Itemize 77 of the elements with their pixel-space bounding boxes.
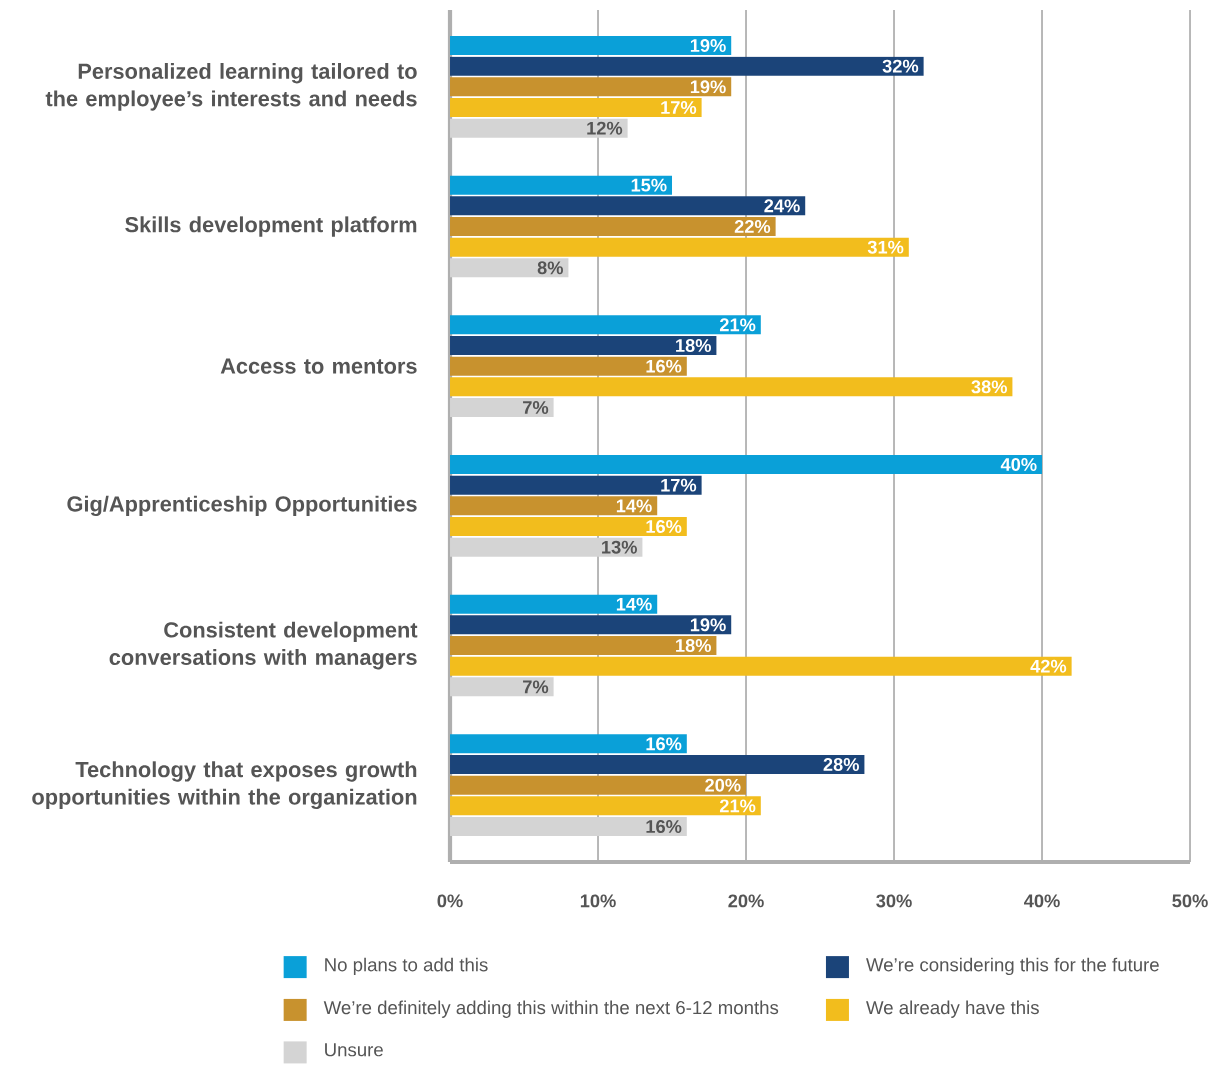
y-tick-label: Consistent development conversations with managers xyxy=(109,621,418,670)
data-label: 16% xyxy=(646,520,682,533)
bar xyxy=(450,454,1043,475)
x-tick-label: 40% xyxy=(1024,894,1060,908)
x-tick-label: 50% xyxy=(1172,894,1208,908)
legend-label: We’re considering this for the future xyxy=(866,957,1159,976)
data-label: 28% xyxy=(823,758,859,771)
bar xyxy=(450,475,702,495)
data-label: 22% xyxy=(734,220,771,233)
data-label: 31% xyxy=(867,240,904,254)
x-tick-label: 20% xyxy=(728,894,764,908)
data-label: 14% xyxy=(616,597,652,611)
bar xyxy=(450,335,717,355)
data-label: 14% xyxy=(616,499,652,513)
y-tick-label: Skills development platform xyxy=(125,216,417,237)
data-label: 17% xyxy=(661,478,697,492)
bar xyxy=(450,97,702,117)
data-label: 20% xyxy=(705,778,741,792)
bar xyxy=(450,175,673,195)
bar xyxy=(450,817,687,837)
legend-label: Unsure xyxy=(325,1043,383,1057)
data-label: 42% xyxy=(1030,659,1067,673)
data-label: 7% xyxy=(523,401,549,414)
bar xyxy=(450,656,1072,676)
bar xyxy=(450,118,628,138)
y-tick-label: Gig/Apprenticeship Opportunities xyxy=(67,495,417,517)
data-label: 13% xyxy=(602,540,637,554)
legend-label: No plans to add this xyxy=(325,957,488,976)
x-tick-label: 0% xyxy=(437,894,463,908)
data-label: 19% xyxy=(690,618,726,632)
bar xyxy=(450,315,761,335)
bar xyxy=(450,216,776,236)
bar xyxy=(450,496,658,516)
data-label: 24% xyxy=(764,199,800,213)
legend-label: We already have this xyxy=(866,1000,1039,1018)
data-label: 15% xyxy=(631,178,667,192)
bar xyxy=(450,755,865,775)
bar xyxy=(450,377,1013,397)
x-tick-label: 30% xyxy=(876,894,912,908)
data-label: 12% xyxy=(587,121,623,135)
data-label: 19% xyxy=(690,38,726,52)
x-tick-label: 10% xyxy=(580,894,616,908)
bar xyxy=(450,398,554,418)
y-tick-label: Access to mentors xyxy=(220,358,417,374)
data-label: 16% xyxy=(646,820,682,833)
bar xyxy=(450,196,806,216)
data-label: 17% xyxy=(661,101,697,114)
bar xyxy=(450,734,687,754)
data-label: 40% xyxy=(1000,458,1037,471)
bar xyxy=(450,356,687,376)
y-tick-label: Technology that exposes growth opportunities within the organization xyxy=(32,761,417,810)
bar xyxy=(450,677,554,697)
bar xyxy=(450,237,909,257)
data-label: 32% xyxy=(882,59,919,73)
bar xyxy=(450,796,761,816)
data-label: 16% xyxy=(646,359,682,373)
legend-label: We’re definitely adding this within the next 6-12 months xyxy=(323,1000,779,1018)
bar xyxy=(450,56,924,76)
bar xyxy=(450,258,569,278)
bar xyxy=(450,594,658,614)
data-label: 7% xyxy=(523,680,549,694)
y-tick-label: Personalized learning tailored to the employee’s interests and needs xyxy=(45,62,417,111)
bar xyxy=(450,615,732,635)
data-label: 18% xyxy=(676,339,711,352)
bar xyxy=(450,517,687,537)
bar xyxy=(450,775,747,795)
data-label: 19% xyxy=(690,80,726,94)
bar xyxy=(450,537,643,557)
data-label: 21% xyxy=(719,799,756,813)
bar xyxy=(450,636,717,656)
data-label: 38% xyxy=(971,380,1007,394)
data-label: 21% xyxy=(719,318,756,332)
data-label: 8% xyxy=(537,261,563,275)
data-label: 18% xyxy=(676,639,711,652)
data-label: 16% xyxy=(646,737,682,751)
bar xyxy=(450,35,732,55)
bar xyxy=(450,77,732,97)
